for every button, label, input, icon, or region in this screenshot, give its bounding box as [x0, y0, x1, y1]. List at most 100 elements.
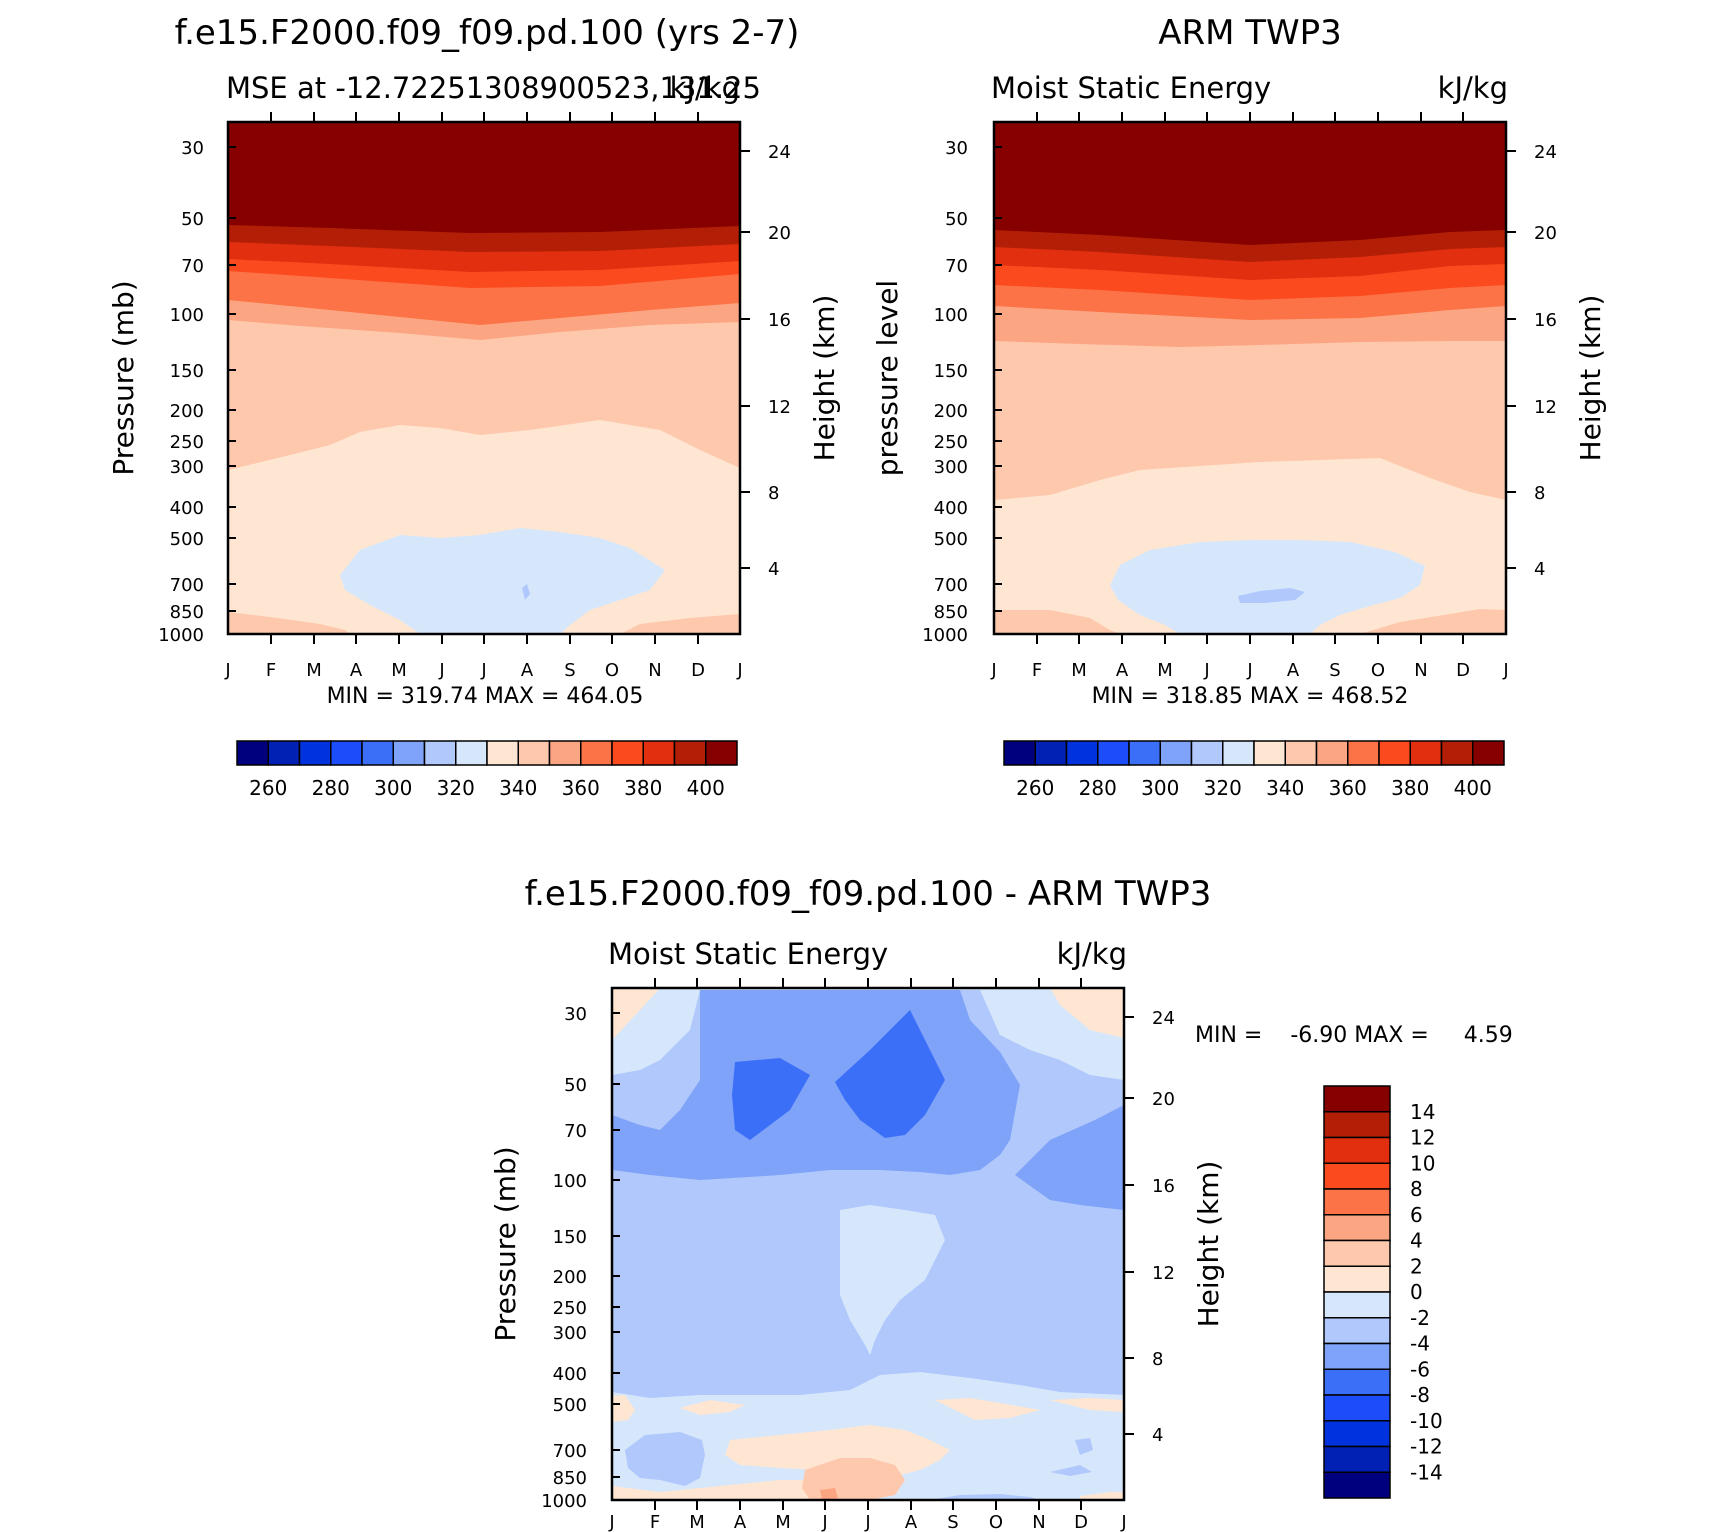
colorbar-obs-swatch [1190, 740, 1224, 766]
obs-top-ticks [1036, 112, 1464, 122]
panel-diff-subtitle-right: kJ/kg [1057, 937, 1127, 971]
obs-xtick: J [1246, 660, 1252, 681]
colorbar-obs-swatch [1315, 740, 1349, 766]
diff-xtick: M [689, 1512, 705, 1532]
model-x-axis: J F M A M J J A S O N D J [224, 660, 742, 681]
diff-xtick: O [989, 1512, 1003, 1532]
colorbar-diff-label: -6 [1410, 1357, 1430, 1381]
panel-model-title: f.e15.F2000.f09_f09.pd.100 (yrs 2-7) [175, 13, 800, 53]
colorbar-diff-swatch [1323, 1471, 1391, 1499]
colorbar-diff-label: -8 [1410, 1383, 1430, 1407]
colorbar-model-swatch [298, 740, 332, 766]
colorbar-model-label: 300 [374, 776, 412, 800]
model-xtick: F [266, 660, 276, 681]
model-ytick: 700 [170, 575, 204, 596]
panel-obs-plot [992, 120, 1508, 636]
obs-xtick: O [1371, 660, 1385, 681]
colorbar-diff-swatch [1323, 1291, 1391, 1319]
colorbar-diff-swatch [1323, 1317, 1391, 1345]
model-ytick: 50 [181, 209, 204, 230]
colorbar-diff-label: -2 [1410, 1306, 1430, 1330]
colorbar-obs-swatch [1378, 740, 1411, 766]
model-band-cool-region [340, 528, 665, 634]
obs-ytick: 50 [945, 209, 968, 230]
model-xtick: S [564, 660, 575, 681]
diff-xtick: J [608, 1512, 614, 1532]
colorbar-model-swatch [611, 740, 644, 766]
panel-model-subtitle-left: MSE at -12.72251308900523,131.25 [226, 71, 761, 105]
panel-diff-title: f.e15.F2000.f09_f09.pd.100 - ARM TWP3 [525, 874, 1212, 914]
colorbar-diff-label: -4 [1410, 1332, 1430, 1356]
diff-top-right-warm [1050, 988, 1124, 1038]
diff-ylabel: Pressure (mb) [489, 1146, 522, 1341]
diff-y-axis-left: 30 50 70 100 150 200 250 300 400 500 700… [541, 1004, 620, 1512]
diff-xtick: J [821, 1512, 827, 1532]
model-xtick: N [648, 660, 661, 681]
obs-xtick: J [1502, 660, 1508, 681]
colorbar-obs-label: 300 [1141, 776, 1179, 800]
obs-ytick: 100 [934, 305, 968, 326]
model-xtick: J [736, 660, 742, 681]
colorbar-diff-swatch [1323, 1342, 1391, 1370]
colorbar-model-swatch [361, 740, 394, 766]
colorbar-diff-label: -14 [1410, 1460, 1443, 1484]
colorbar-obs-swatch [1440, 740, 1474, 766]
diff-xtick: A [734, 1512, 747, 1532]
model-height-tick: 24 [768, 142, 791, 163]
colorbar-model-label: 400 [687, 776, 725, 800]
colorbar-diff-label: -12 [1410, 1435, 1443, 1459]
colorbar-model-label: 320 [437, 776, 475, 800]
colorbar-obs-swatch [1222, 740, 1255, 766]
colorbar-diff-swatch [1323, 1188, 1391, 1216]
panel-diff-plot [610, 986, 1126, 1502]
obs-xtick: A [1116, 660, 1129, 681]
colorbar-model-swatch [642, 740, 676, 766]
model-minmax: MIN = 319.74 MAX = 464.05 [327, 684, 644, 709]
diff-xtick: N [1032, 1512, 1045, 1532]
diff-xtick: A [905, 1512, 918, 1532]
colorbar-diff-label: 6 [1410, 1203, 1423, 1227]
colorbar-model-swatch [705, 740, 738, 766]
obs-xtick: A [1287, 660, 1300, 681]
model-top-ticks [270, 112, 699, 122]
model-ytick: 300 [170, 457, 204, 478]
colorbar-model: 260 280 300 320 340 360 380 400 [236, 740, 738, 800]
model-y-axis-left: 30 50 70 100 150 200 250 300 400 500 700… [158, 138, 236, 646]
diff-ytick: 70 [564, 1121, 587, 1142]
panel-diff: f.e15.F2000.f09_f09.pd.100 - ARM TWP3 Mo… [489, 874, 1513, 1532]
diff-height-tick: 4 [1152, 1425, 1163, 1446]
diff-x-axis: J F M A M J J A S O N D J [608, 1512, 1126, 1532]
obs-xtick: N [1414, 660, 1427, 681]
model-xtick: D [691, 660, 705, 681]
diff-center-pale [840, 1205, 945, 1355]
colorbar-obs-swatch [1253, 740, 1286, 766]
diff-ytick: 50 [564, 1075, 587, 1096]
diff-ytick: 850 [553, 1468, 587, 1489]
diff-xtick: D [1074, 1512, 1088, 1532]
diff-low-blue-right [1075, 1438, 1093, 1455]
diff-xtick: M [775, 1512, 791, 1532]
obs-ytick: 300 [934, 457, 968, 478]
model-ytick: 1000 [158, 625, 204, 646]
colorbar-model-swatch [392, 740, 426, 766]
diff-height-tick: 8 [1152, 1349, 1163, 1370]
panel-model-subtitle-right: kJ/kg [670, 71, 740, 105]
diff-right-mid-blue [1015, 1105, 1124, 1210]
colorbar-diff-label: 2 [1410, 1254, 1423, 1278]
colorbar-diff-label: 4 [1410, 1229, 1423, 1253]
model-xtick: A [521, 660, 534, 681]
model-xtick: O [605, 660, 619, 681]
model-height-tick: 12 [768, 397, 791, 418]
colorbar-model-label: 280 [312, 776, 350, 800]
colorbar-diff-label: 10 [1410, 1151, 1435, 1175]
obs-ylabel-right: Height (km) [1574, 295, 1607, 462]
diff-ytick: 200 [553, 1267, 587, 1288]
colorbar-diff-swatch [1323, 1162, 1391, 1190]
diff-height-tick: 16 [1152, 1176, 1175, 1197]
colorbar-diff-label: 12 [1410, 1126, 1435, 1150]
obs-xtick: M [1157, 660, 1173, 681]
model-band-surface-right [620, 614, 740, 634]
colorbar-diff-swatch [1323, 1445, 1391, 1473]
obs-xtick: J [990, 660, 996, 681]
colorbar-model-label: 360 [562, 776, 600, 800]
